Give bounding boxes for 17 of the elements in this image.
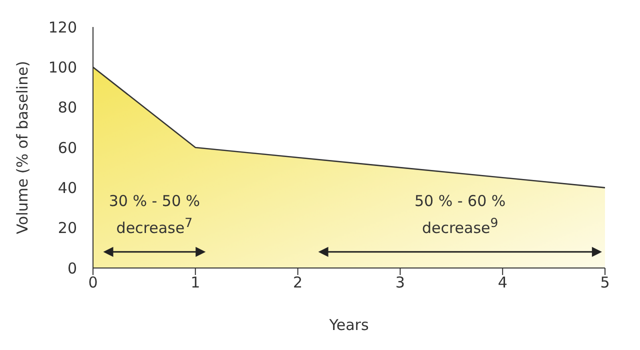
y-tick-label: 20: [58, 219, 77, 238]
y-tick-label: 120: [48, 18, 77, 36]
y-tick-label: 100: [48, 58, 77, 76]
annotation: 30 % - 50 % decrease$^{7}$: [108, 192, 200, 237]
y-tick-label: 60: [58, 138, 77, 157]
y-axis-title: Volume (% of baseline): [13, 60, 32, 234]
y-tick-label: 80: [58, 98, 77, 117]
x-tick-label: 0: [88, 274, 98, 292]
x-tick-label: 3: [395, 274, 405, 292]
x-tick-label: 5: [600, 274, 610, 292]
x-axis-title: Years: [328, 316, 369, 334]
y-tick-label: 40: [58, 178, 77, 197]
x-tick-label: 2: [293, 274, 303, 292]
y-tick-label: 0: [67, 259, 77, 278]
x-tick-label: 1: [190, 274, 200, 292]
annotation: 50 % - 60 % decrease$^{9}$: [414, 190, 507, 239]
x-tick-label: 4: [498, 274, 508, 292]
